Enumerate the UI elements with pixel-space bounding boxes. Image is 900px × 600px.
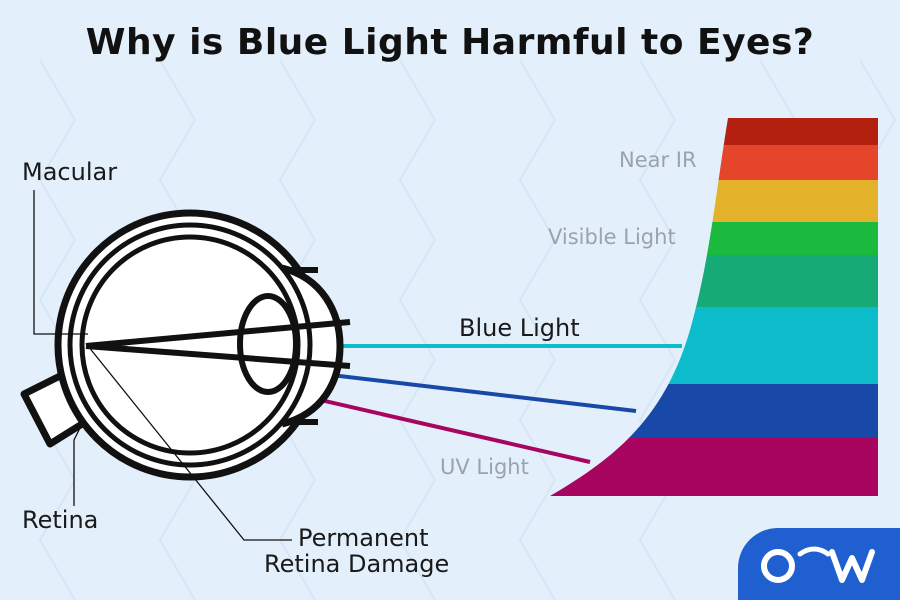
macular-label: Macular bbox=[22, 158, 118, 186]
visible-light-label: Visible Light bbox=[548, 225, 676, 249]
spectrum-band-blue bbox=[550, 384, 878, 438]
spectrum-band-dark-red bbox=[550, 118, 878, 145]
uv-light-label: UV Light bbox=[440, 455, 529, 479]
light-spectrum bbox=[550, 118, 878, 496]
spectrum-band-orange-yellow bbox=[550, 180, 878, 222]
spectrum-band-magenta bbox=[550, 438, 878, 496]
eye-lens bbox=[237, 293, 299, 395]
eye-illustration bbox=[20, 209, 351, 481]
ow-logo bbox=[738, 528, 900, 600]
near-ir-label: Near IR bbox=[619, 148, 697, 172]
retina-leader-line bbox=[73, 419, 85, 506]
retina-label: Retina bbox=[22, 506, 99, 534]
page-title: Why is Blue Light Harmful to Eyes? bbox=[85, 22, 815, 63]
damage-leader-line bbox=[87, 345, 292, 541]
damage-label-line2: Retina Damage bbox=[264, 550, 450, 578]
blue-light-label: Blue Light bbox=[459, 314, 580, 342]
spectrum-band-teal-green bbox=[550, 255, 878, 307]
damage-label-line1: Permanent bbox=[298, 524, 429, 552]
spectrum-band-red bbox=[550, 145, 878, 180]
ow-logo-icon bbox=[761, 546, 875, 583]
macular-leader-line bbox=[33, 190, 88, 335]
